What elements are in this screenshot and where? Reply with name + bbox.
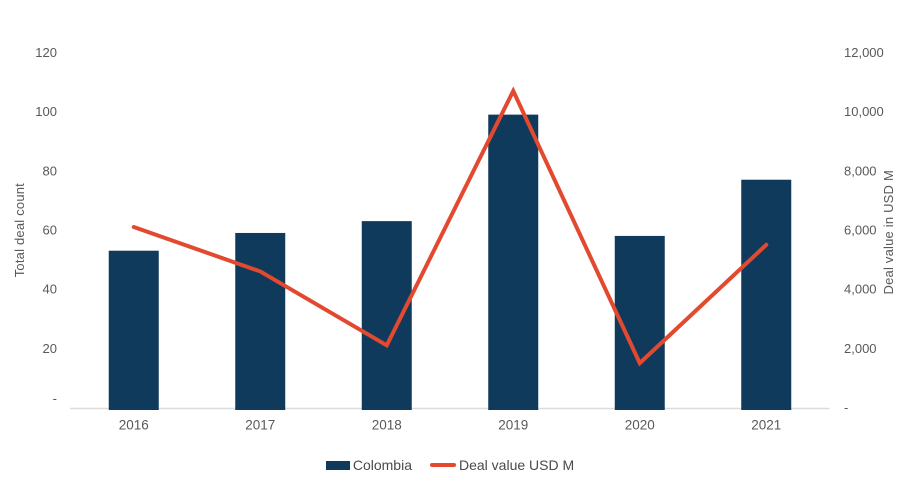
legend-item-deal-value: Deal value USD M <box>429 457 575 473</box>
right-axis-tick-8000: 8,000 <box>844 163 877 178</box>
legend-label-deal-value: Deal value USD M <box>458 457 575 473</box>
combo-chart-plot-area: - 20 40 60 80 100 120 - 2,000 4,000 6,000 8,000 10,0… <box>35 45 884 433</box>
deal-value-line-swatch <box>429 463 456 467</box>
x-axis-label-2019: 2019 <box>498 418 528 433</box>
left-axis-tick-60: 60 <box>43 223 57 238</box>
right-axis-tick-12000: 12,000 <box>844 45 884 60</box>
right-axis-tick-10000: 10,000 <box>844 104 884 119</box>
bar-2018 <box>361 221 412 410</box>
right-axis-tick-2000: 2,000 <box>844 341 877 356</box>
right-axis-tick-6000: 6,000 <box>844 223 877 238</box>
left-axis-tick-0: - <box>53 391 57 406</box>
deal-value-line <box>131 86 769 367</box>
x-axis-label-2018: 2018 <box>372 418 402 433</box>
x-axis-label-2017: 2017 <box>245 418 275 433</box>
bar-2021 <box>741 179 792 410</box>
bar-2019 <box>488 114 539 410</box>
left-axis-title: Total deal count <box>12 183 27 278</box>
left-axis-tick-80: 80 <box>43 163 57 178</box>
left-axis-tick-20: 20 <box>43 341 57 356</box>
left-axis-tick-100: 100 <box>35 104 57 119</box>
x-axis-label-2020: 2020 <box>625 418 655 433</box>
right-axis-tick-0: - <box>844 400 848 415</box>
chart-legend: Colombia Deal value USD M <box>0 457 900 473</box>
left-axis-tick-40: 40 <box>43 282 57 297</box>
legend-label-colombia: Colombia <box>352 457 412 473</box>
legend-item-colombia: Colombia <box>325 457 412 473</box>
right-axis-title: Deal value in USD M <box>881 170 896 295</box>
colombia-bar-swatch <box>325 460 350 470</box>
bar-2017 <box>235 232 286 410</box>
x-axis-label-2016: 2016 <box>119 418 149 433</box>
x-axis-label-2021: 2021 <box>751 418 781 433</box>
right-axis-tick-4000: 4,000 <box>844 282 877 297</box>
left-axis-tick-120: 120 <box>35 45 57 60</box>
bar-2016 <box>108 250 159 410</box>
